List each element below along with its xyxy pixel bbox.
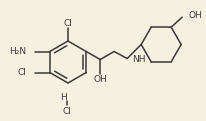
Text: H₂N: H₂N — [9, 47, 26, 56]
Text: OH: OH — [93, 75, 107, 84]
Text: Cl: Cl — [62, 106, 71, 116]
Text: Cl: Cl — [18, 68, 27, 77]
Text: Cl: Cl — [63, 19, 72, 27]
Text: OH: OH — [187, 11, 201, 20]
Text: NH: NH — [132, 55, 145, 64]
Text: H: H — [60, 94, 67, 102]
